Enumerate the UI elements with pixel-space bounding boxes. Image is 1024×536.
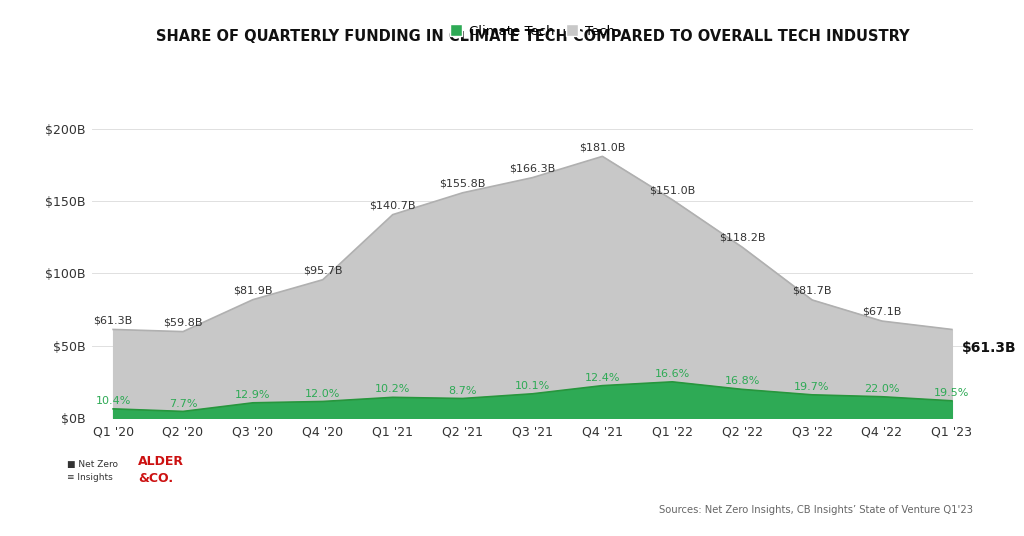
Text: 16.6%: 16.6% [654, 369, 690, 379]
Text: $151.0B: $151.0B [649, 185, 695, 196]
Legend: Climate Tech, Tech: Climate Tech, Tech [445, 20, 620, 42]
Text: 16.8%: 16.8% [724, 376, 760, 386]
Text: 19.5%: 19.5% [934, 388, 970, 398]
Text: $61.3B: $61.3B [93, 315, 133, 325]
Text: 12.0%: 12.0% [305, 389, 341, 399]
Text: $166.3B: $166.3B [509, 163, 556, 173]
Text: $67.1B: $67.1B [862, 307, 901, 317]
Text: 22.0%: 22.0% [864, 384, 900, 394]
Text: $59.8B: $59.8B [163, 317, 203, 327]
Text: 10.2%: 10.2% [375, 384, 411, 394]
Text: 12.4%: 12.4% [585, 373, 621, 383]
Text: 8.7%: 8.7% [449, 385, 477, 396]
Text: Sources: Net Zero Insights, CB Insights’ State of Venture Q1'23: Sources: Net Zero Insights, CB Insights’… [658, 504, 973, 515]
Text: 12.9%: 12.9% [236, 390, 270, 400]
Title: SHARE OF QUARTERLY FUNDING IN CLIMATE TECH COMPARED TO OVERALL TECH INDUSTRY: SHARE OF QUARTERLY FUNDING IN CLIMATE TE… [156, 28, 909, 43]
Text: $61.3B: $61.3B [963, 341, 1017, 355]
Text: 10.4%: 10.4% [95, 396, 131, 406]
Text: 7.7%: 7.7% [169, 399, 198, 408]
Text: $118.2B: $118.2B [719, 233, 765, 243]
Text: 19.7%: 19.7% [795, 382, 829, 392]
Text: $95.7B: $95.7B [303, 265, 343, 276]
Text: $140.7B: $140.7B [370, 200, 416, 210]
Text: $155.8B: $155.8B [439, 178, 485, 189]
Text: $81.7B: $81.7B [793, 286, 831, 296]
Text: $81.9B: $81.9B [233, 285, 272, 295]
Text: 10.1%: 10.1% [515, 381, 550, 391]
Text: ALDER
&CO.: ALDER &CO. [138, 455, 184, 485]
Text: ■ Net Zero
≡ Insights: ■ Net Zero ≡ Insights [67, 460, 118, 482]
Text: $181.0B: $181.0B [580, 142, 626, 152]
